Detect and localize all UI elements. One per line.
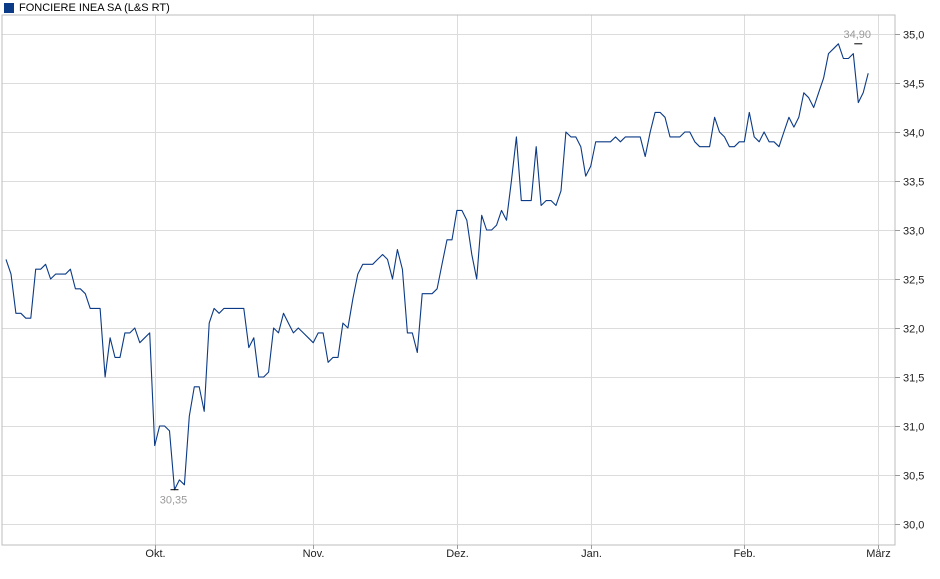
- x-tick-label: März: [866, 548, 890, 560]
- x-tick-label: Feb.: [733, 548, 755, 560]
- legend-swatch: [4, 3, 14, 13]
- series-line: [5, 43, 869, 491]
- x-axis: Okt. Nov. Dez. Jan. Feb. März: [145, 545, 891, 560]
- y-tick-label: 34,5: [903, 79, 924, 91]
- x-tick-label: Jan.: [581, 548, 602, 560]
- min-label: 30,35: [160, 495, 188, 507]
- max-label: 34,90: [844, 29, 872, 41]
- y-axis: 30,0 30,5 31,0 31,5 32,0 32,5 33,0 33,5 34,0 34,5…: [895, 30, 924, 532]
- x-tick-label: Okt.: [145, 548, 165, 560]
- y-tick-label: 33,5: [903, 177, 924, 189]
- y-tick-label: 30,5: [903, 471, 924, 483]
- y-tick-label: 35,0: [903, 30, 924, 42]
- annotations: 34,90 30,35: [160, 29, 871, 507]
- legend: FONCIERE INEA SA (L&S RT): [4, 1, 170, 15]
- y-tick-label: 31,5: [903, 373, 924, 385]
- y-tick-label: 30,0: [903, 520, 924, 532]
- y-tick-label: 32,5: [903, 275, 924, 287]
- y-tick-label: 33,0: [903, 226, 924, 238]
- y-tick-label: 34,0: [903, 128, 924, 140]
- y-tick-label: 32,0: [903, 324, 924, 336]
- grid: [2, 15, 895, 545]
- y-tick-label: 31,0: [903, 422, 924, 434]
- series: [5, 43, 869, 491]
- legend-label: FONCIERE INEA SA (L&S RT): [19, 2, 170, 14]
- x-tick-label: Nov.: [303, 548, 325, 560]
- x-tick-label: Dez.: [446, 548, 469, 560]
